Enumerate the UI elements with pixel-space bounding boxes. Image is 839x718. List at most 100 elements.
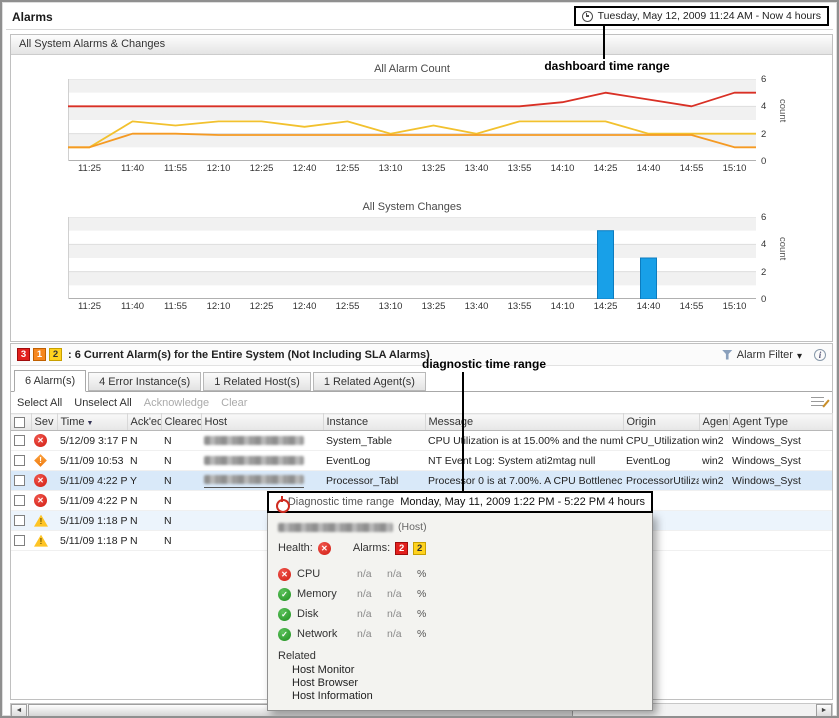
col-cleared[interactable]: Cleared xyxy=(161,413,202,431)
tab-error-instances[interactable]: 4 Error Instance(s) xyxy=(88,372,202,391)
col-agent-type[interactable]: Agent Type xyxy=(729,413,833,431)
severity-fatal-icon xyxy=(34,434,47,447)
host-redacted-link-hovered[interactable] xyxy=(204,474,304,488)
col-acked[interactable]: Ack'ed xyxy=(127,413,162,431)
clear-link: Clear xyxy=(221,397,248,409)
row-checkbox[interactable] xyxy=(14,455,25,467)
dashboard-annotation-line xyxy=(603,26,605,59)
tooltip-fatal-badge: 2 xyxy=(395,541,409,555)
severity-fatal-icon xyxy=(34,474,47,487)
row-checkbox[interactable] xyxy=(14,435,25,447)
tab-alarms[interactable]: 6 Alarm(s) xyxy=(14,370,87,392)
select-all-link[interactable]: Select All xyxy=(17,397,63,409)
alarm-cleared: N xyxy=(161,530,201,551)
tooltip-health-line: Health: Alarms: 2 2 xyxy=(278,540,642,556)
severity-fatal-icon xyxy=(34,494,47,507)
critical-count-badge: 1 xyxy=(33,348,46,361)
row-checkbox[interactable] xyxy=(14,515,25,527)
col-agent[interactable]: Agen xyxy=(699,413,730,431)
table-toolbar: Select All Unselect All Acknowledge Clea… xyxy=(11,394,247,412)
row-checkbox[interactable] xyxy=(14,475,25,487)
table-row[interactable]: 5/12/09 3:17 P N N System_Table CPU Util… xyxy=(11,430,832,451)
header-divider xyxy=(6,29,833,30)
host-redacted-link[interactable] xyxy=(204,436,304,446)
metric-row: Memory n/a n/a % xyxy=(278,584,642,604)
unselect-all-link[interactable]: Unselect All xyxy=(74,397,132,409)
col-time-label: Time xyxy=(60,416,85,428)
all-system-alarms-panel: All System Alarms & Changes All Alarm Co… xyxy=(10,34,833,342)
host-redacted xyxy=(204,475,304,485)
scroll-right-icon[interactable] xyxy=(816,704,832,716)
alarm-acked: N xyxy=(127,430,161,451)
metric-name: Network xyxy=(297,628,338,640)
alarm-summary-bar: 3 1 2 : 6 Current Alarm(s) for the Entir… xyxy=(11,344,832,366)
table-customizer-icon[interactable] xyxy=(811,397,824,408)
host-monitor-link[interactable]: Host Monitor xyxy=(292,664,355,676)
host-diagnostic-tooltip: Diagnostic time range Monday, May 11, 20… xyxy=(267,491,653,711)
alarm-time: 5/11/09 4:22 P xyxy=(57,470,127,491)
alarm-message: NT Event Log: System ati2mtag null xyxy=(425,450,623,471)
metric-value: n/a xyxy=(357,608,372,620)
severity-warning-icon xyxy=(34,535,48,547)
alarm-time: 5/11/09 4:22 P xyxy=(57,490,127,511)
host-information-link[interactable]: Host Information xyxy=(292,690,373,702)
alarm-cleared: N xyxy=(161,430,201,451)
metric-unit: % xyxy=(417,628,427,640)
dashboard-time-range-text: Tuesday, May 12, 2009 11:24 AM - Now 4 h… xyxy=(597,10,821,22)
metric-value: n/a xyxy=(357,588,372,600)
alarm-origin: EventLog xyxy=(623,450,699,471)
col-origin[interactable]: Origin xyxy=(623,413,700,431)
row-checkbox[interactable] xyxy=(14,535,25,547)
alarm-acked: N xyxy=(127,450,161,471)
tooltip-warning-badge: 2 xyxy=(413,541,427,555)
x-axis-labels: 11:25 11:40 11:55 12:10 12:25 12:40 12:55 13:10… xyxy=(77,301,747,312)
related-section-label: Related xyxy=(278,650,316,662)
alarm-instance: System_Table xyxy=(323,430,425,451)
info-icon[interactable] xyxy=(814,348,826,361)
tab-related-hosts[interactable]: 1 Related Host(s) xyxy=(203,372,311,391)
select-all-checkbox[interactable] xyxy=(14,416,25,428)
row-checkbox[interactable] xyxy=(14,495,25,507)
alarm-cleared: N xyxy=(161,470,201,491)
metric-unit: % xyxy=(417,568,427,580)
col-time[interactable]: Time xyxy=(57,413,128,431)
alarm-agent-type: Windows_Syst xyxy=(729,430,832,451)
dashboard-time-range-control[interactable]: Tuesday, May 12, 2009 11:24 AM - Now 4 h… xyxy=(573,6,829,26)
panel-header[interactable]: All System Alarms & Changes xyxy=(11,35,832,55)
alarm-time: 5/11/09 1:18 P xyxy=(57,530,127,551)
alarm-cleared: N xyxy=(161,490,201,511)
alarm-filter[interactable]: Alarm Filter xyxy=(721,346,826,364)
host-redacted xyxy=(278,522,393,532)
host-redacted-link[interactable] xyxy=(204,456,304,466)
alarm-agent: win2 xyxy=(699,470,729,491)
col-message[interactable]: Message xyxy=(425,413,624,431)
chart-title: All System Changes xyxy=(362,201,462,213)
alarm-acked: N xyxy=(127,530,161,551)
memory-status-ok-icon xyxy=(278,587,291,601)
severity-warning-icon xyxy=(34,515,48,527)
alarm-cleared: N xyxy=(161,510,201,531)
metric-row: Network n/a n/a % xyxy=(278,624,642,644)
scroll-left-icon[interactable] xyxy=(11,704,27,716)
diagnostic-time-value: Monday, May 11, 2009 1:22 PM - 5:22 PM 4… xyxy=(400,496,645,508)
host-browser-link[interactable]: Host Browser xyxy=(292,677,359,689)
metric-value: n/a xyxy=(357,568,372,580)
col-instance[interactable]: Instance xyxy=(323,413,426,431)
metric-name: Memory xyxy=(297,588,337,600)
alarm-agent-type: Windows_Syst xyxy=(729,470,832,491)
table-row[interactable]: 5/11/09 10:53 N N EventLog NT Event Log:… xyxy=(11,450,832,471)
metric-unit: % xyxy=(417,608,427,620)
alarm-filter-label: Alarm Filter xyxy=(736,348,793,361)
table-row-hovered[interactable]: 5/11/09 4:22 P Y N Processor_Tabl Proces… xyxy=(11,470,832,491)
col-sev[interactable]: Sev xyxy=(31,413,58,431)
page-title: Alarms xyxy=(12,10,53,24)
tab-related-agents[interactable]: 1 Related Agent(s) xyxy=(312,372,426,391)
y-axis-title: count xyxy=(777,237,788,261)
alarm-time: 5/11/09 1:18 P xyxy=(57,510,127,531)
metric-row: Disk n/a n/a % xyxy=(278,604,642,624)
metric-name: Disk xyxy=(297,608,319,620)
alarm-instance: Processor_Tabl xyxy=(323,470,425,491)
alarm-acked: Y xyxy=(127,470,161,491)
sort-desc-icon xyxy=(85,416,94,428)
col-host[interactable]: Host xyxy=(201,413,324,431)
